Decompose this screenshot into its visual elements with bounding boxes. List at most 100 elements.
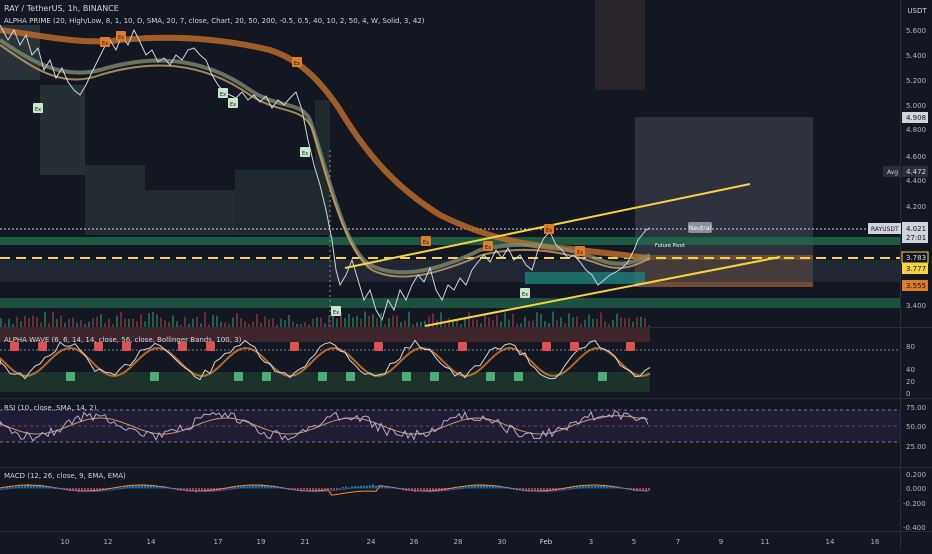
teal-zone [525,272,645,284]
macd-hist-bar [63,488,65,489]
price-tick: 4.600 [906,153,926,161]
volume-bar [296,323,298,327]
volume-bar [620,317,622,327]
level-c-value: 3.555 [906,282,926,290]
wave-label[interactable]: ALPHA WAVE (6, 6, 14, 14, close, 56, clo… [4,336,242,344]
volume-bar [56,319,58,327]
macd-hist-bar [105,488,107,490]
macd-hist-bar [267,486,269,489]
signal-marker [116,31,126,41]
volume-bar [520,323,522,327]
currency-box[interactable] [905,3,929,17]
macd-hist-bar [204,488,206,492]
volume-bar [352,317,354,327]
wave-signal-box [486,372,495,381]
wave-signal-box [94,342,103,351]
macd-hist-bar [579,485,581,489]
volume-bar [260,322,262,327]
symbol-title[interactable]: RAY / TetherUS, 1h, BINANCE [4,4,119,13]
macd-hist-bar [336,488,338,490]
wave-signal-box [178,342,187,351]
volume-bar [588,314,590,327]
wave-signal-box [66,372,75,381]
rsi-label[interactable]: RSI (10, close, SMA, 14, 2) [4,404,97,412]
volume-bar [208,324,210,327]
time-label: 14 [147,538,156,546]
volume-bar [624,318,626,327]
macd-hist-bar [324,488,326,491]
macd-hist-bar [636,488,638,492]
volume-bar [88,321,90,327]
avg-badge [902,166,928,177]
time-label: 19 [257,538,266,546]
macd-hist-bar [120,487,122,489]
price-tick: 3.400 [906,302,926,310]
macd-hist-bar [609,486,611,489]
volume-bar [584,319,586,327]
macd-hist-bar [48,487,50,489]
volume-bar [604,321,606,327]
macd-hist-bar [318,488,320,491]
macd-hist-bar [207,488,209,491]
macd-hist-bar [390,487,392,489]
macd-hist-bar [75,488,77,491]
volume-bar [368,315,370,327]
volume-bar [12,323,14,327]
volume-bar [284,320,286,327]
macd-hist-bar [462,486,464,489]
macd-hist-bar [234,486,236,489]
time-axis[interactable]: 10 12 14 17 19 21 24 26 28 30 Feb 3 5 7 … [61,538,880,546]
volume-bar [324,323,326,327]
volume-bar [484,313,486,327]
macd-hist-bar [3,487,5,489]
macd-hist-bar [99,488,101,491]
price-axis[interactable]: 5.600 5.400 5.200 5.000 4.800 4.600 4.40… [906,27,926,310]
volume-bar [552,311,554,327]
support-band-top [0,237,900,245]
macd-hist-bar [84,488,86,491]
upper-target-value: 4.908 [906,114,926,122]
macd-line [0,484,649,496]
volume-bar [248,324,250,327]
volume-bar [344,318,346,327]
signal-marker-label: Ex [302,151,308,157]
macd-hist-bar [564,488,566,490]
signal-marker-label: Ex [35,107,41,113]
macd-hist-bar [435,488,437,492]
signal-marker [544,224,554,234]
volume-bar [136,321,138,327]
macd-tick: -0.200 [903,500,926,508]
volume-bar [432,313,434,327]
macd-hist-bar [582,485,584,489]
macd-hist-bar [186,488,188,492]
macd-hist-bar [465,486,467,489]
volume-bar [328,315,330,327]
macd-hist-bar [330,488,332,490]
wave-signal-box [38,342,47,351]
volume-bar [616,313,618,327]
wave-signal-box [598,372,607,381]
indicator-legend[interactable]: ALPHA PRIME (20, High/Low, 8, 1, 10, D, … [4,17,425,25]
macd-hist-bar [600,485,602,489]
volume-bar [396,315,398,327]
macd-hist-bar [543,488,545,492]
volume-bar [380,312,382,327]
volume-bar [548,323,550,327]
macd-hist-bar [648,488,650,491]
volume-bar [408,311,410,327]
wave-line [0,339,651,381]
macd-hist-bar [528,488,530,492]
avg-tag [883,166,901,177]
volume-bar [608,324,610,327]
volume-bar [160,317,162,327]
macd-hist-bar [531,488,533,492]
currency-label[interactable]: USDT [907,7,927,15]
volume-bar [212,315,214,327]
volume-bar [96,316,98,327]
macd-hist-bar [159,487,161,489]
macd-label[interactable]: MACD (12, 26, close, 9, EMA, EMA) [4,472,126,480]
macd-hist-bar [33,485,35,489]
volume-bar [264,316,266,327]
